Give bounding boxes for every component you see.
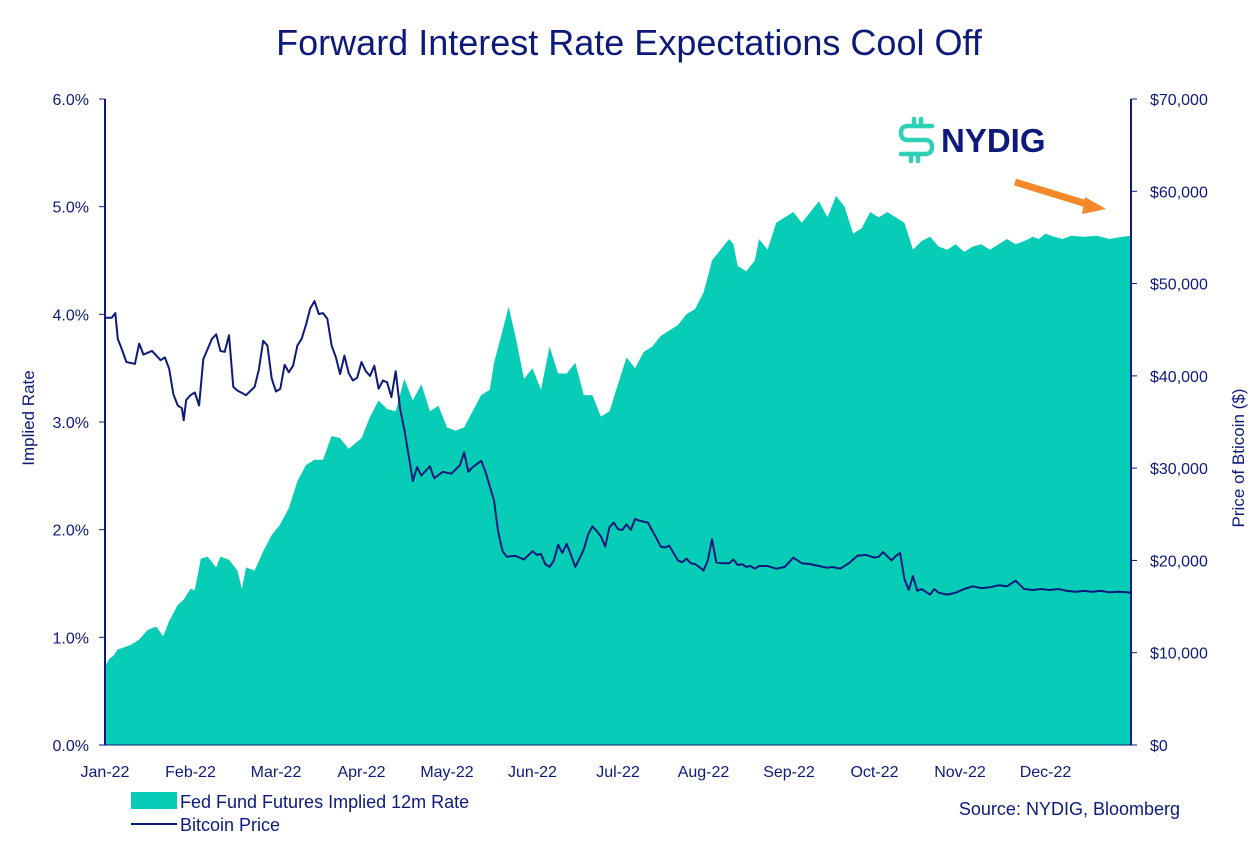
bitcoin-price-line xyxy=(105,300,1132,596)
right-tick-label: $0 xyxy=(1150,738,1168,755)
right-tick-label: $40,000 xyxy=(1150,369,1208,386)
right-axis-ticks: $0 $10,000 $20,000 $30,000 $40,000 $50,000 $60… xyxy=(1131,92,1208,755)
legend: Fed Fund Futures Implied 12m Rate Bitcoi… xyxy=(131,792,469,835)
x-tick-label: Feb-22 xyxy=(165,764,216,781)
x-tick-label: Aug-22 xyxy=(678,764,730,781)
nydig-logo-text: NYDIG xyxy=(941,122,1046,159)
right-tick-label: $20,000 xyxy=(1150,553,1208,570)
downward-trend-arrow-icon xyxy=(1013,178,1106,214)
right-tick-label: $70,000 xyxy=(1150,92,1208,109)
left-tick-label: 0.0% xyxy=(53,738,89,755)
right-axis-title: Price of Bticoin ($) xyxy=(1229,389,1248,528)
x-tick-label: Dec-22 xyxy=(1020,764,1072,781)
x-tick-label: Nov-22 xyxy=(934,764,986,781)
left-axis-title: Implied Rate xyxy=(19,370,38,465)
left-tick-label: 5.0% xyxy=(53,200,89,217)
x-tick-label: Jan-22 xyxy=(81,764,130,781)
right-tick-label: $10,000 xyxy=(1150,646,1208,663)
left-tick-label: 4.0% xyxy=(53,307,89,324)
left-tick-label: 1.0% xyxy=(53,630,89,647)
right-tick-label: $50,000 xyxy=(1150,277,1208,294)
x-tick-label: Oct-22 xyxy=(850,764,898,781)
source-note: Source: NYDIG, Bloomberg xyxy=(959,799,1180,819)
left-tick-label: 3.0% xyxy=(53,415,89,432)
nydig-logo: NYDIG xyxy=(898,116,1046,164)
x-tick-label: Jun-22 xyxy=(508,764,557,781)
left-tick-label: 6.0% xyxy=(53,92,89,109)
legend-swatch-area xyxy=(131,792,177,809)
x-tick-label: Jul-22 xyxy=(596,764,640,781)
right-tick-label: $60,000 xyxy=(1150,184,1208,201)
fed-fund-futures-area xyxy=(105,195,1131,745)
x-tick-label: Apr-22 xyxy=(337,764,385,781)
x-tick-label: Sep-22 xyxy=(763,764,815,781)
left-tick-label: 2.0% xyxy=(53,523,89,540)
left-axis-ticks: 0.0% 1.0% 2.0% 3.0% 4.0% 5.0% 6.0% xyxy=(53,92,105,755)
legend-label-area: Fed Fund Futures Implied 12m Rate xyxy=(180,792,469,812)
x-axis-ticks: Jan-22 Feb-22 Mar-22 Apr-22 May-22 Jun-22 Jul-… xyxy=(81,764,1072,781)
legend-label-line: Bitcoin Price xyxy=(180,815,280,835)
nydig-dollar-mark-icon xyxy=(898,116,935,164)
chart-title: Forward Interest Rate Expectations Cool … xyxy=(276,22,983,63)
x-tick-label: May-22 xyxy=(420,764,473,781)
x-tick-label: Mar-22 xyxy=(251,764,302,781)
right-tick-label: $30,000 xyxy=(1150,461,1208,478)
